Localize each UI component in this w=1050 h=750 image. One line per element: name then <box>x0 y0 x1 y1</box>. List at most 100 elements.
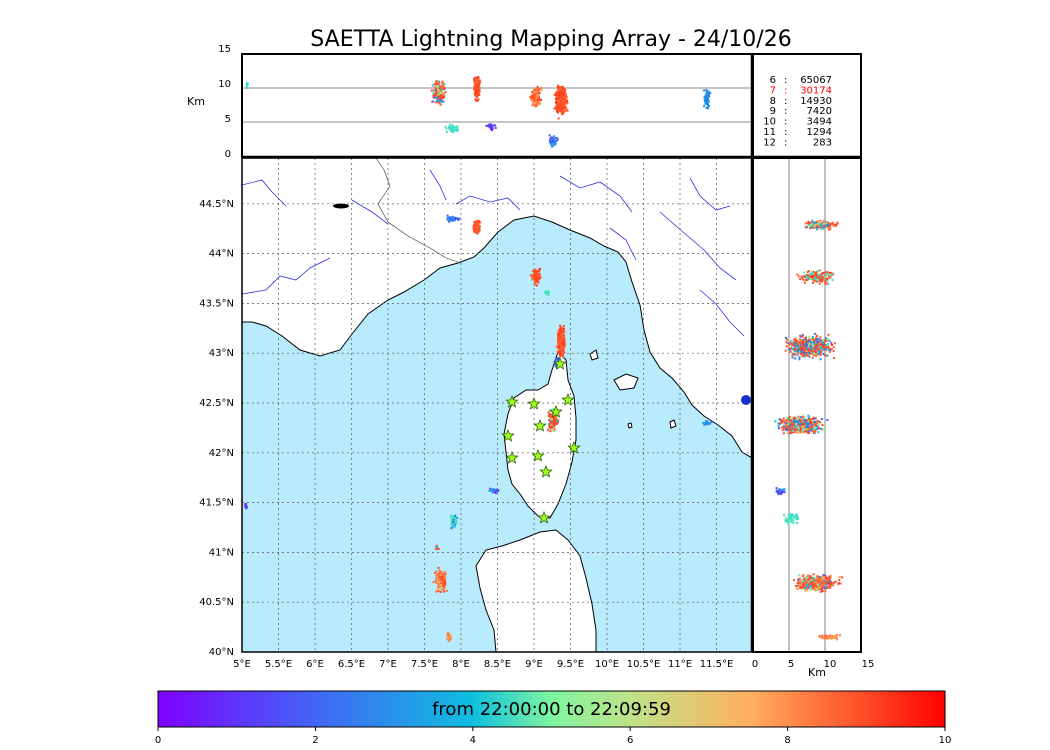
lightning-point <box>816 349 819 352</box>
lightning-point <box>780 420 783 423</box>
lightning-point <box>796 585 799 588</box>
lightning-point <box>456 126 459 129</box>
lightning-point <box>561 349 564 352</box>
lightning-point <box>815 335 818 338</box>
lightning-point <box>451 131 454 134</box>
lightning-point <box>441 80 444 83</box>
lightning-point <box>796 352 799 355</box>
lightning-point <box>821 580 824 582</box>
lightning-point <box>814 577 817 580</box>
lightning-point <box>803 348 806 351</box>
lightning-point <box>556 92 559 95</box>
lightning-point <box>829 276 832 279</box>
lightning-point <box>539 267 542 270</box>
lightning-point <box>535 273 538 276</box>
lightning-point <box>799 582 802 585</box>
lightning-point <box>816 220 819 223</box>
lightning-point <box>444 572 447 575</box>
count-level: 12 <box>763 137 776 148</box>
lightning-point <box>453 523 456 526</box>
colorbar-gradient <box>157 690 946 728</box>
lightning-point <box>824 428 827 430</box>
lightning-point <box>810 278 813 281</box>
lightning-point <box>788 416 791 419</box>
lightning-point <box>442 573 444 576</box>
lightning-point <box>703 96 706 99</box>
counts-table: 6: 65067 7: 30174 8: 14930 9: 7420 10: 3494 11: 129… <box>763 75 832 148</box>
lightning-point <box>819 590 822 593</box>
lightning-point <box>557 97 560 100</box>
lightning-point <box>560 338 563 340</box>
lightning-point <box>798 425 801 428</box>
lightning-point <box>703 105 705 108</box>
lightning-point <box>564 93 567 96</box>
lightning-point <box>824 577 827 580</box>
lightning-point <box>551 140 554 143</box>
colorbar-ticks: 0 2 4 6 8 10 <box>155 727 951 746</box>
lightning-point <box>704 102 707 105</box>
lightning-point <box>550 137 553 140</box>
lightning-point <box>811 577 814 580</box>
lightning-point <box>811 423 814 426</box>
lightning-point <box>817 579 820 582</box>
lightning-point <box>708 95 711 98</box>
lightning-point <box>553 140 556 143</box>
lightning-point <box>794 357 797 360</box>
lightning-point <box>441 91 444 94</box>
lightning-point <box>535 90 538 93</box>
lightning-point <box>814 427 817 430</box>
lightning-point <box>454 517 457 520</box>
lightning-point <box>707 91 710 94</box>
lightning-point <box>808 356 811 359</box>
lightning-point <box>702 422 705 424</box>
lightning-point <box>531 276 534 279</box>
lightning-point <box>476 220 479 223</box>
lightning-point <box>553 93 556 96</box>
lightning-point <box>246 505 248 508</box>
lightning-point <box>560 340 563 343</box>
lightning-point <box>561 93 564 96</box>
lightning-point <box>803 355 806 358</box>
lightning-point <box>552 144 555 147</box>
count-sep: : <box>784 85 787 96</box>
lightning-point <box>437 99 440 102</box>
lightning-point <box>799 427 802 430</box>
lightning-point <box>561 326 564 329</box>
lightning-point <box>444 91 447 94</box>
lightning-point <box>558 350 561 353</box>
lightning-point <box>545 292 548 295</box>
lightning-point <box>811 581 814 583</box>
lat-label: 42°N <box>209 448 234 459</box>
lightning-point <box>810 223 813 226</box>
lightning-point <box>792 348 795 351</box>
lightning-point <box>561 85 564 88</box>
lightning-point <box>494 124 497 127</box>
lightning-point <box>496 489 498 492</box>
lightning-point <box>778 418 781 421</box>
lightning-point <box>534 271 537 274</box>
colorbar-tick: 6 <box>627 735 633 746</box>
lightning-point <box>564 95 567 98</box>
lightning-point <box>557 117 560 120</box>
lightning-point <box>778 488 781 491</box>
lightning-point <box>795 346 798 349</box>
lightning-point <box>778 492 781 495</box>
lightning-point <box>797 350 800 353</box>
lightning-point <box>785 341 788 344</box>
lightning-point <box>245 507 248 510</box>
lightning-point <box>796 588 799 590</box>
lightning-point <box>830 343 833 346</box>
lightning-point <box>818 584 821 587</box>
lightning-point <box>474 225 477 228</box>
lightning-point <box>439 584 442 587</box>
lightning-point <box>245 86 248 89</box>
lightning-point <box>805 425 808 428</box>
lightning-point <box>437 579 440 581</box>
lightning-point <box>477 220 480 223</box>
lightning-point <box>439 86 442 89</box>
lightning-point <box>815 589 818 592</box>
lightning-point <box>801 586 804 589</box>
lightning-point <box>785 337 787 339</box>
lightning-point <box>799 334 802 337</box>
lightning-point <box>794 585 797 588</box>
